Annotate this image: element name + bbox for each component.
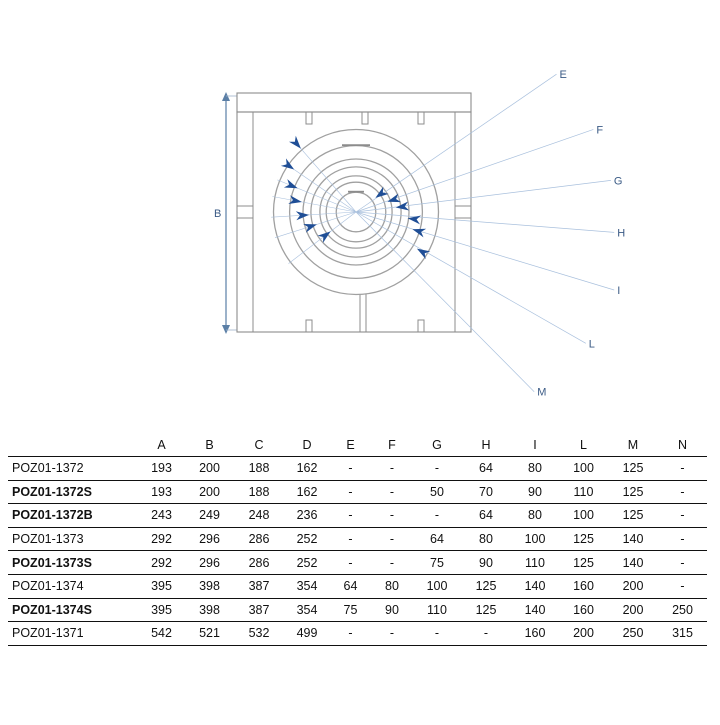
svg-text:H: H [617,227,625,239]
svg-text:G: G [614,175,623,187]
svg-text:M: M [537,387,546,399]
svg-text:L: L [589,338,595,350]
svg-text:E: E [560,69,567,81]
svg-text:B: B [214,208,221,220]
svg-text:F: F [596,124,603,136]
svg-text:I: I [617,285,620,297]
